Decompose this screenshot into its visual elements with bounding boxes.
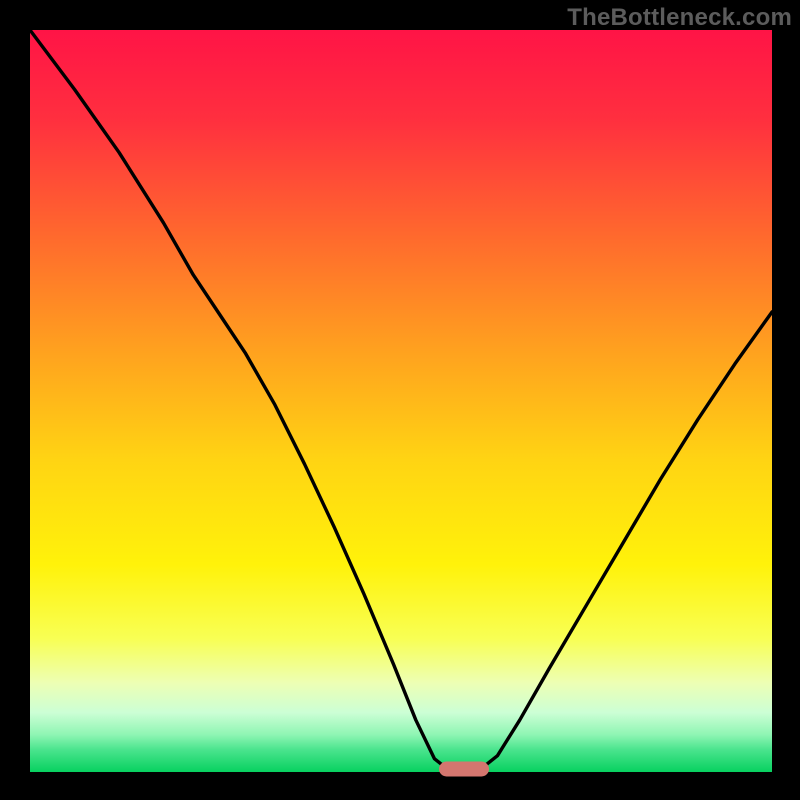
curve-path bbox=[30, 30, 772, 768]
plot-area bbox=[30, 30, 772, 772]
watermark-text: TheBottleneck.com bbox=[567, 4, 792, 32]
bottleneck-curve bbox=[30, 30, 772, 772]
optimal-marker bbox=[439, 762, 489, 777]
chart-container: TheBottleneck.com bbox=[0, 0, 800, 800]
